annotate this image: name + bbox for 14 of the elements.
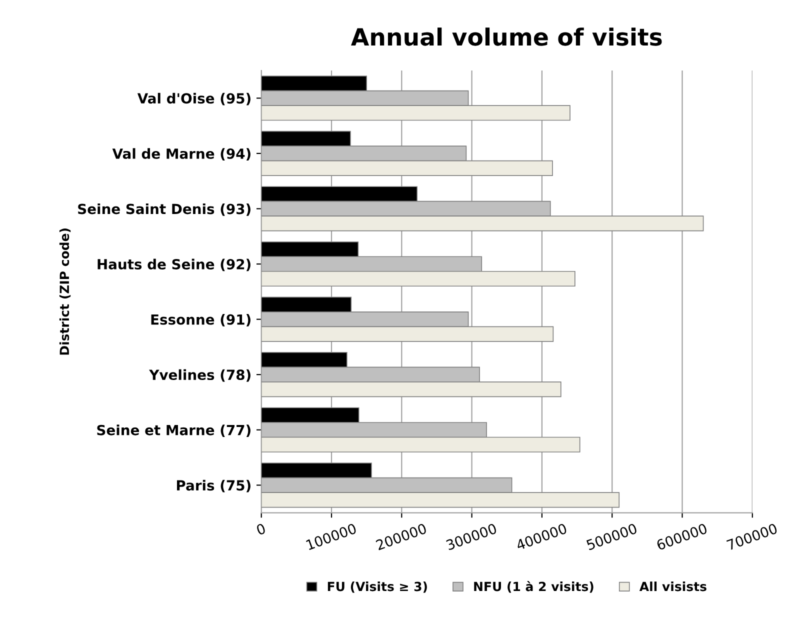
y-tick-label: Yvelines (78) — [149, 369, 250, 382]
chart-title: Annual volume of visits — [351, 28, 662, 46]
y-axis-title: District (ZIP code) — [59, 228, 71, 355]
y-tick-label: Seine Saint Denis (93) — [78, 203, 250, 216]
y-tick-label: Val de Marne (94) — [112, 148, 250, 161]
y-tick-label: Hauts de Seine (92) — [98, 258, 250, 272]
legend-label: FU (Visits ≥ 3) — [328, 582, 427, 593]
y-tick-label: Val d'Oise (95) — [137, 92, 250, 106]
legend-label: All visists — [639, 582, 706, 592]
y-tick-label: Essonne (91) — [151, 314, 250, 326]
x-tick-label: 0 — [256, 523, 266, 536]
y-tick-label: Seine et Marne (77) — [97, 424, 250, 437]
legend-label: NFU (1 à 2 visits) — [474, 581, 594, 593]
y-tick-label: Paris (75) — [176, 480, 250, 492]
